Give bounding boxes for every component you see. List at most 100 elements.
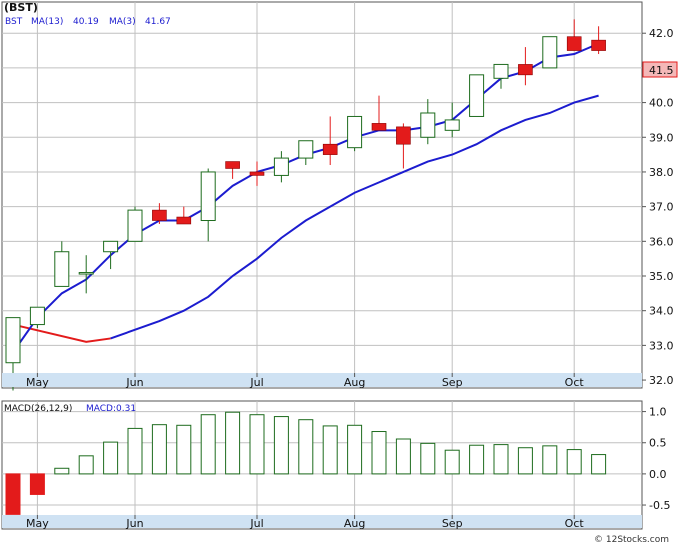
candle xyxy=(542,36,558,69)
candle xyxy=(225,161,240,179)
candle xyxy=(396,123,411,169)
price-y-axis: 42.041.040.039.038.037.036.035.034.033.0… xyxy=(642,27,674,387)
candle xyxy=(420,99,436,145)
macd-x-axis: May Jun Jul Aug Sep Oct xyxy=(26,515,584,530)
macd-title: MACD(26,12,9) xyxy=(4,404,72,414)
macd-y-axis: 1.0 0.5 0.0 -0.5 xyxy=(642,406,670,512)
candle xyxy=(371,95,387,131)
macd-y-tick-label: 1.0 xyxy=(649,406,667,419)
macd-bar xyxy=(298,419,314,475)
ma3-legend-label: MA(3) xyxy=(109,17,136,27)
macd-bar xyxy=(566,449,582,475)
candle-body-up xyxy=(298,140,314,159)
candle xyxy=(200,168,216,242)
macd-y-tick-label: 0.0 xyxy=(649,468,667,481)
macd-x-tick-label: Oct xyxy=(565,517,585,530)
macd-x-tick-label: Jun xyxy=(125,517,143,530)
candle-body-up xyxy=(444,119,460,131)
candle xyxy=(29,306,45,329)
macd-bar-negative xyxy=(29,473,45,495)
macd-bar xyxy=(469,444,485,475)
candle-body-down xyxy=(225,161,240,169)
price-x-tick-label: Sep xyxy=(442,376,463,389)
ticker-title: (BST) xyxy=(4,1,38,14)
candle-body-down xyxy=(371,123,387,131)
macd-x-tick-label: Aug xyxy=(344,517,365,530)
candle-body-up xyxy=(127,209,143,242)
candle-body-down xyxy=(591,39,606,51)
macd-bar xyxy=(225,411,241,475)
macd-bar xyxy=(176,424,192,475)
price-y-tick-label: 35.0 xyxy=(649,270,674,283)
price-y-tick-label: 38.0 xyxy=(649,166,674,179)
macd-bar xyxy=(273,416,289,475)
macd-x-axis-band xyxy=(2,515,642,528)
candle xyxy=(176,206,192,225)
price-x-tick-label: Oct xyxy=(565,376,585,389)
macd-y-tick-label: 0.5 xyxy=(649,437,667,450)
price-tag-value: 41.5 xyxy=(649,64,674,77)
symbol-label: BST xyxy=(5,17,23,27)
candle-body-up xyxy=(78,272,94,275)
price-y-tick-label: 42.0 xyxy=(649,27,674,40)
macd-y-tick-label: -0.5 xyxy=(649,499,670,512)
candle xyxy=(273,151,289,183)
ma13-legend-label: MA(13) xyxy=(31,17,63,27)
price-y-tick-label: 34.0 xyxy=(649,305,674,318)
candle xyxy=(152,203,167,224)
candle xyxy=(566,19,582,51)
candle xyxy=(493,63,509,89)
candle xyxy=(444,102,460,138)
macd-bar-negative xyxy=(5,473,21,515)
macd-bar xyxy=(151,424,167,475)
macd-x-tick-label: May xyxy=(26,517,49,530)
macd-bar xyxy=(127,427,143,475)
macd-bar xyxy=(371,431,387,475)
candle xyxy=(54,241,70,287)
candle xyxy=(78,255,94,294)
macd-bars-group xyxy=(5,411,607,515)
price-tag-box xyxy=(642,61,678,78)
macd-bar xyxy=(493,444,509,475)
macd-bar xyxy=(517,447,533,475)
macd-value-label: MACD:0.31 xyxy=(86,404,136,414)
price-y-tick-label: 39.0 xyxy=(649,131,674,144)
macd-bar xyxy=(249,414,265,475)
candle-body-down xyxy=(396,126,411,145)
price-x-tick-label: Jul xyxy=(249,376,263,389)
price-y-tick-label: 36.0 xyxy=(649,235,674,248)
candle xyxy=(322,116,338,166)
price-y-tick-label: 37.0 xyxy=(649,201,674,214)
candle-body-up xyxy=(542,36,558,69)
ma3-legend-value: 41.67 xyxy=(145,17,171,27)
price-gridlines xyxy=(2,2,642,387)
ma13-line xyxy=(110,94,599,340)
candle xyxy=(591,26,606,55)
candle-body-up xyxy=(29,306,45,326)
candle-body-down xyxy=(152,209,167,221)
price-y-tick-label: 40.0 xyxy=(649,97,674,110)
macd-bar xyxy=(103,441,119,475)
candle-body-up xyxy=(420,112,436,138)
candle-body-down xyxy=(176,216,192,225)
price-y-tick-label: 33.0 xyxy=(649,339,674,352)
candle xyxy=(518,47,533,86)
candle-body-down xyxy=(249,171,265,176)
candle xyxy=(249,161,265,186)
macd-bar xyxy=(591,454,607,475)
candle xyxy=(298,140,314,166)
candle xyxy=(469,74,485,117)
ma13-legend-value: 40.19 xyxy=(73,17,99,27)
price-x-tick-label: Jun xyxy=(125,376,143,389)
macd-bar xyxy=(347,424,363,475)
price-x-axis: May Jun Jul Aug Sep Oct xyxy=(26,373,584,389)
ma13-line-early xyxy=(12,323,111,343)
candle-body-up xyxy=(347,115,363,149)
candle xyxy=(347,115,363,152)
candle xyxy=(103,240,119,270)
candle-body-up xyxy=(200,171,216,222)
candle-body-down xyxy=(518,64,533,76)
macd-x-tick-label: Jul xyxy=(249,517,263,530)
candle-body-up xyxy=(493,63,509,79)
candle-body-up xyxy=(5,317,21,364)
